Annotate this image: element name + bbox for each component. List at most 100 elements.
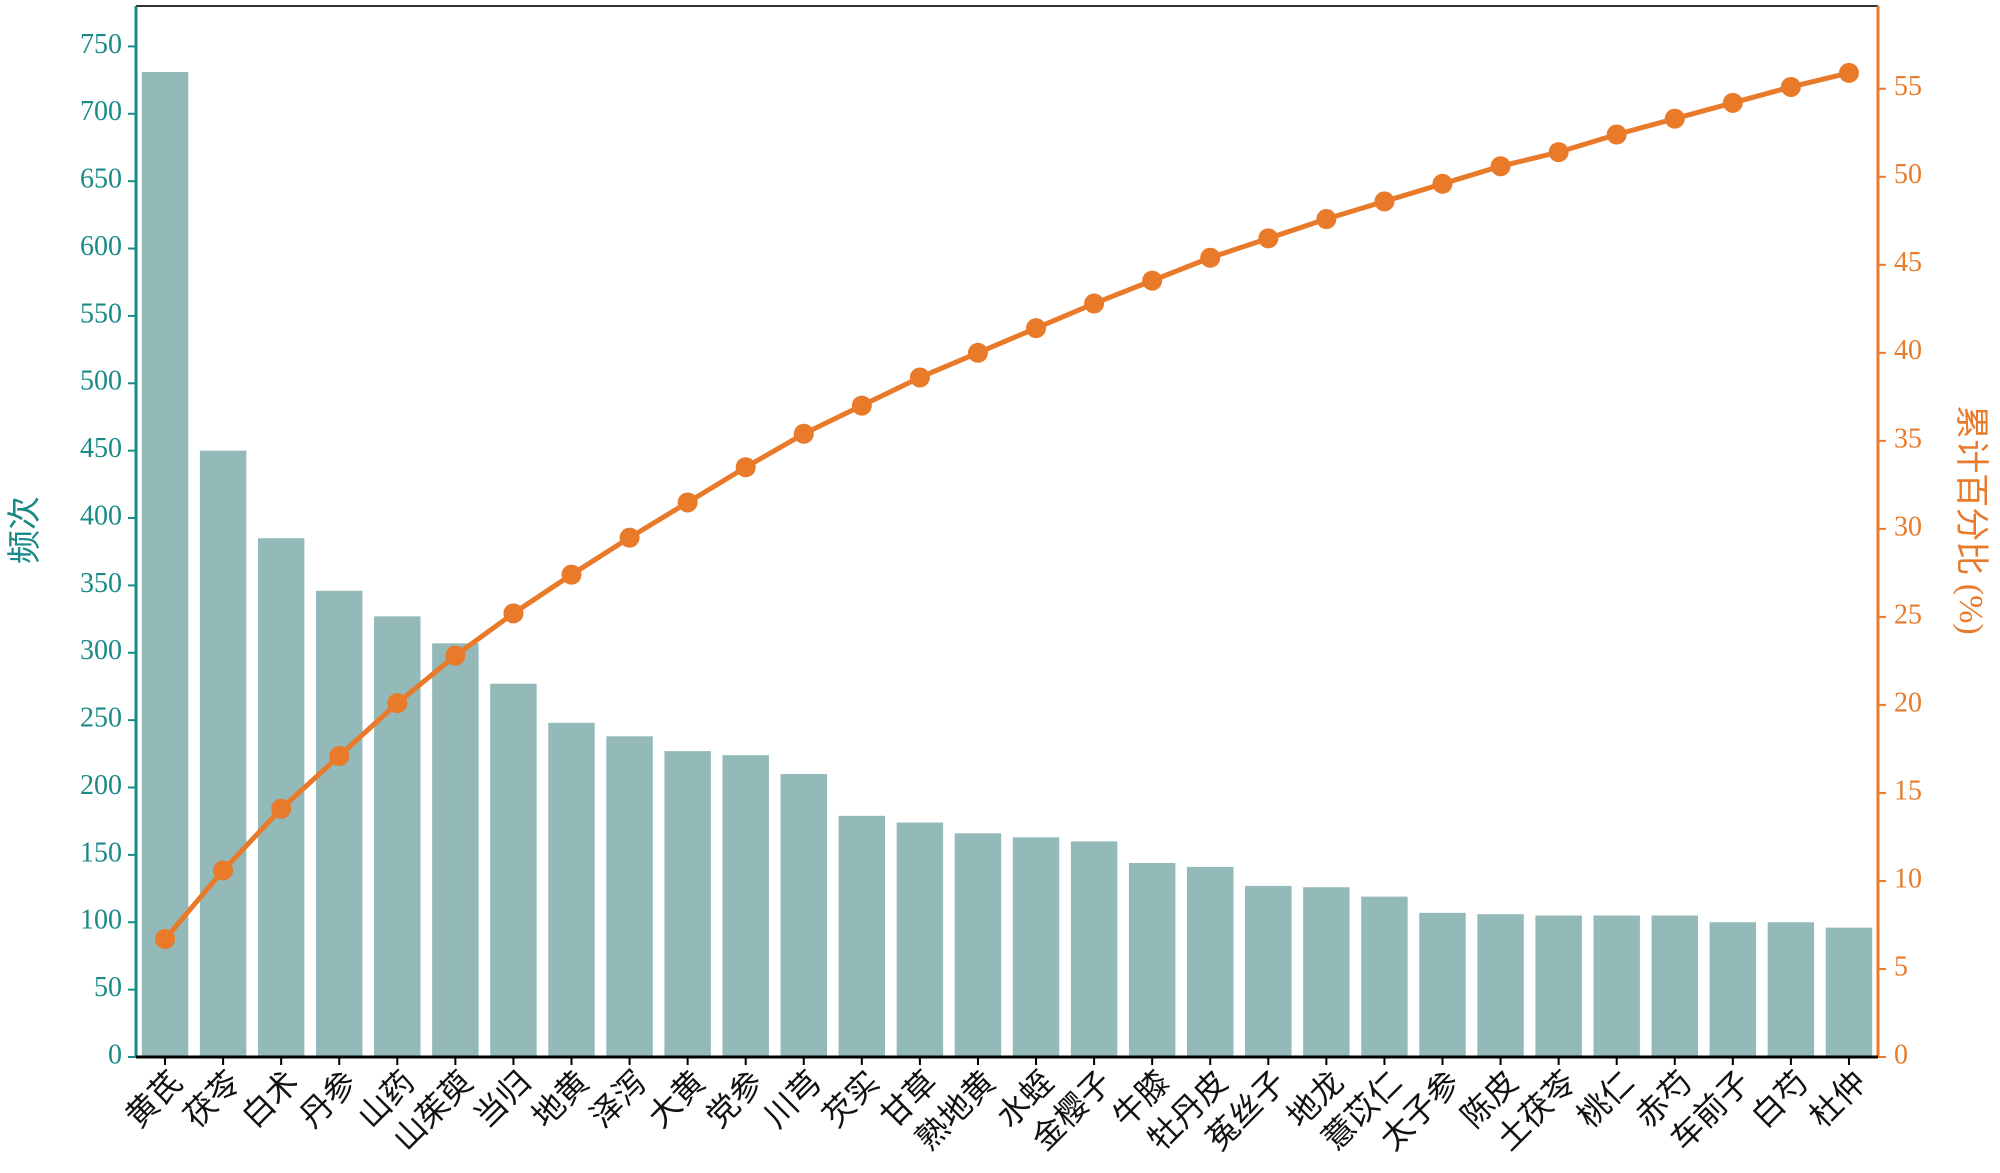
x-tick-label: 杜仲 <box>1802 1064 1873 1135</box>
y-axis-title: 频次 <box>6 496 44 564</box>
x-tick-label: 丹参 <box>293 1064 364 1135</box>
bar <box>1245 885 1292 1057</box>
y-tick-label: 650 <box>80 164 122 195</box>
line-point <box>329 745 350 766</box>
y-tick-label: 600 <box>80 231 122 262</box>
y-tick-label: 0 <box>108 1039 122 1070</box>
line-point <box>1490 156 1511 177</box>
y-tick-label: 500 <box>80 366 122 397</box>
bar <box>1767 922 1815 1057</box>
bar <box>1012 837 1060 1057</box>
y2-tick-label: 40 <box>1894 335 1922 366</box>
bar <box>1709 922 1757 1057</box>
bar <box>1535 915 1582 1057</box>
bar <box>374 616 421 1057</box>
line-point <box>1432 173 1453 194</box>
bar <box>1825 927 1873 1057</box>
line-point <box>271 798 292 819</box>
y2-tick-label: 10 <box>1894 863 1922 894</box>
line-point <box>1084 293 1105 314</box>
bar <box>141 72 189 1058</box>
y2-tick-label: 55 <box>1894 71 1922 102</box>
x-tick-label: 白芍 <box>1744 1064 1815 1135</box>
y2-tick-label: 30 <box>1894 511 1922 542</box>
x-tick-label: 当归 <box>467 1064 538 1135</box>
y-tick-label: 550 <box>80 298 122 329</box>
y2-tick-label: 25 <box>1894 599 1922 630</box>
line-point <box>1664 108 1685 129</box>
bar <box>838 815 886 1057</box>
line-point <box>1722 92 1743 113</box>
x-tick-label: 地黄 <box>525 1064 596 1135</box>
x-tick-label: 川芎 <box>757 1064 828 1135</box>
y-tick-label: 200 <box>80 770 122 801</box>
line-point <box>1780 76 1801 97</box>
x-tick-label: 泽泻 <box>583 1064 654 1135</box>
line-point <box>1606 124 1627 145</box>
line-point <box>967 342 988 363</box>
line-point <box>503 603 524 624</box>
x-tick-label: 茯苓 <box>177 1064 248 1135</box>
line-point <box>445 645 466 666</box>
y2-tick-label: 0 <box>1894 1039 1908 1070</box>
bar <box>1361 896 1408 1057</box>
line-point <box>735 457 756 478</box>
bar <box>1128 862 1176 1057</box>
bar <box>1477 914 1524 1057</box>
line-point <box>619 527 640 548</box>
line-point <box>561 564 582 585</box>
bar <box>896 822 944 1057</box>
x-tick-label: 大黄 <box>641 1064 712 1135</box>
bar <box>1070 841 1118 1057</box>
y-tick-label: 350 <box>80 568 122 599</box>
y-tick-label: 700 <box>80 96 122 127</box>
line-point <box>909 367 930 388</box>
bar <box>1303 887 1350 1057</box>
bar <box>1593 915 1640 1057</box>
y2-tick-label: 5 <box>1894 951 1908 982</box>
line-point <box>213 860 234 881</box>
bar <box>954 833 1002 1057</box>
y2-axis-title: 累计百分比 (%) <box>1952 405 1989 634</box>
bar <box>1651 915 1698 1057</box>
line-point <box>1200 247 1221 268</box>
x-tick-label: 黄芪 <box>118 1064 189 1135</box>
y2-tick-label: 35 <box>1894 423 1922 454</box>
y-tick-label: 100 <box>80 905 122 936</box>
cumulative-line <box>163 70 1850 941</box>
bar <box>606 736 653 1057</box>
bar <box>664 751 711 1057</box>
y2-tick-label: 15 <box>1894 775 1922 806</box>
y2-tick-label: 50 <box>1894 159 1922 190</box>
y-tick-label: 150 <box>80 837 122 868</box>
bar <box>1187 867 1234 1057</box>
y-tick-label: 300 <box>80 635 122 666</box>
y2-tick-label: 20 <box>1894 687 1922 718</box>
bar <box>490 683 537 1057</box>
line-point <box>1316 209 1337 230</box>
y-tick-label: 450 <box>80 433 122 464</box>
bar <box>257 538 305 1057</box>
line-point <box>155 929 176 950</box>
x-tick-label: 桃仁 <box>1570 1064 1641 1135</box>
y-tick-label: 250 <box>80 703 122 734</box>
bar <box>199 450 247 1058</box>
bar <box>316 590 363 1057</box>
bar <box>548 722 595 1057</box>
y-tick-label: 400 <box>80 500 122 531</box>
line-point <box>1374 191 1395 212</box>
line-point <box>793 423 814 444</box>
line-point <box>1142 270 1163 291</box>
bar <box>1419 912 1466 1057</box>
line-point <box>677 492 698 513</box>
x-tick-label: 芡实 <box>815 1064 886 1135</box>
y-tick-label: 750 <box>80 29 122 60</box>
bar <box>432 643 479 1057</box>
line-point <box>1548 142 1569 163</box>
y-tick-label: 50 <box>94 972 122 1003</box>
line-point <box>1258 228 1279 249</box>
line-point <box>1838 62 1859 83</box>
x-tick-label: 党参 <box>699 1064 770 1135</box>
bar <box>780 774 827 1057</box>
